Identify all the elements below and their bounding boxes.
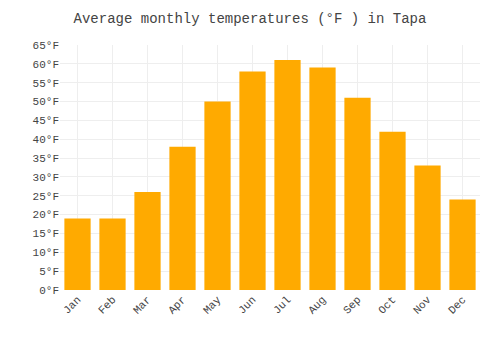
svg-text:Dec: Dec (446, 294, 468, 316)
svg-text:0°F: 0°F (39, 285, 59, 297)
svg-text:Apr: Apr (166, 294, 188, 316)
svg-text:55°F: 55°F (33, 78, 59, 90)
svg-text:35°F: 35°F (33, 153, 59, 165)
svg-text:10°F: 10°F (33, 247, 59, 259)
svg-text:50°F: 50°F (33, 96, 59, 108)
svg-text:5°F: 5°F (39, 266, 59, 278)
svg-text:40°F: 40°F (33, 134, 59, 146)
svg-text:Average monthly temperatures (: Average monthly temperatures (°F ) in Ta… (74, 11, 427, 27)
svg-text:30°F: 30°F (33, 172, 59, 184)
svg-text:Jun: Jun (236, 294, 258, 316)
svg-text:Feb: Feb (96, 294, 118, 316)
svg-text:May: May (201, 294, 224, 317)
svg-text:Jan: Jan (61, 294, 83, 316)
svg-text:60°F: 60°F (33, 59, 59, 71)
svg-text:15°F: 15°F (33, 228, 59, 240)
svg-text:45°F: 45°F (33, 115, 59, 127)
svg-text:Oct: Oct (376, 294, 398, 316)
svg-text:25°F: 25°F (33, 191, 59, 203)
svg-text:65°F: 65°F (33, 40, 59, 52)
svg-text:Mar: Mar (131, 294, 153, 316)
svg-text:Sep: Sep (341, 294, 363, 316)
svg-text:Nov: Nov (411, 294, 434, 317)
svg-text:Jul: Jul (271, 294, 293, 316)
svg-text:Aug: Aug (306, 294, 328, 316)
svg-text:20°F: 20°F (33, 209, 59, 221)
